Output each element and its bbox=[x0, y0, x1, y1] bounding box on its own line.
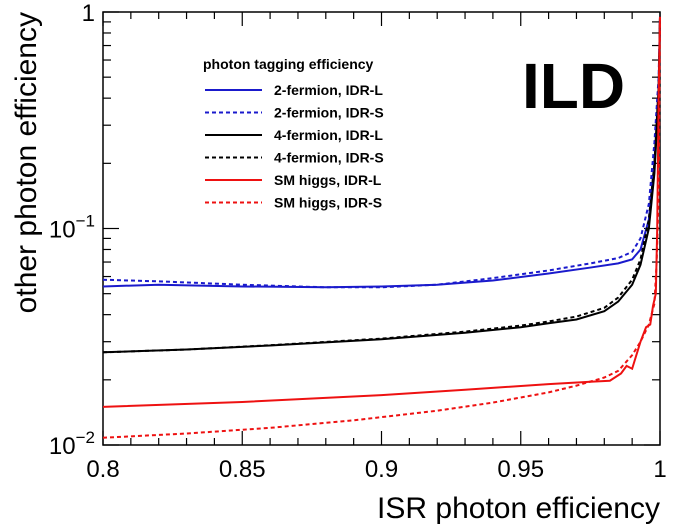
series-line bbox=[102, 16, 661, 439]
x-tick-label: 1 bbox=[653, 456, 666, 483]
y-tick-label: 10−2 bbox=[49, 428, 95, 460]
y-tick-exponent: −1 bbox=[76, 212, 95, 231]
x-tick-label: 0.8 bbox=[86, 456, 119, 483]
x-axis-title: ISR photon efficiency bbox=[377, 492, 660, 525]
x-tick-label: 0.9 bbox=[365, 456, 398, 483]
legend-entry: 4-fermion, IDR-S bbox=[274, 150, 384, 166]
legend-entry: 4-fermion, IDR-L bbox=[274, 127, 383, 143]
y-tick-label: 1 bbox=[82, 0, 95, 27]
legend-entry: 2-fermion, IDR-L bbox=[274, 82, 383, 98]
series-curves bbox=[102, 16, 661, 439]
x-tick-label: 0.85 bbox=[219, 456, 266, 483]
legend-title: photon tagging efficiency bbox=[203, 56, 374, 72]
x-tick-label: 0.95 bbox=[497, 456, 544, 483]
y-tick-label: 10−1 bbox=[49, 212, 95, 244]
y-axis-title: other photon efficiency bbox=[10, 12, 43, 313]
legend-entry: SM higgs, IDR-L bbox=[274, 172, 382, 188]
y-tick-base: 1 bbox=[82, 0, 95, 27]
y-tick-base: 10 bbox=[49, 217, 76, 244]
ild-logo-label: ILD bbox=[522, 50, 625, 122]
y-tick-base: 10 bbox=[49, 433, 76, 460]
y-tick-exponent: −2 bbox=[76, 428, 95, 447]
legend: photon tagging efficiency 2-fermion, IDR-… bbox=[203, 56, 384, 211]
legend-entry: SM higgs, IDR-S bbox=[274, 195, 382, 211]
legend-entry: 2-fermion, IDR-S bbox=[274, 105, 384, 121]
